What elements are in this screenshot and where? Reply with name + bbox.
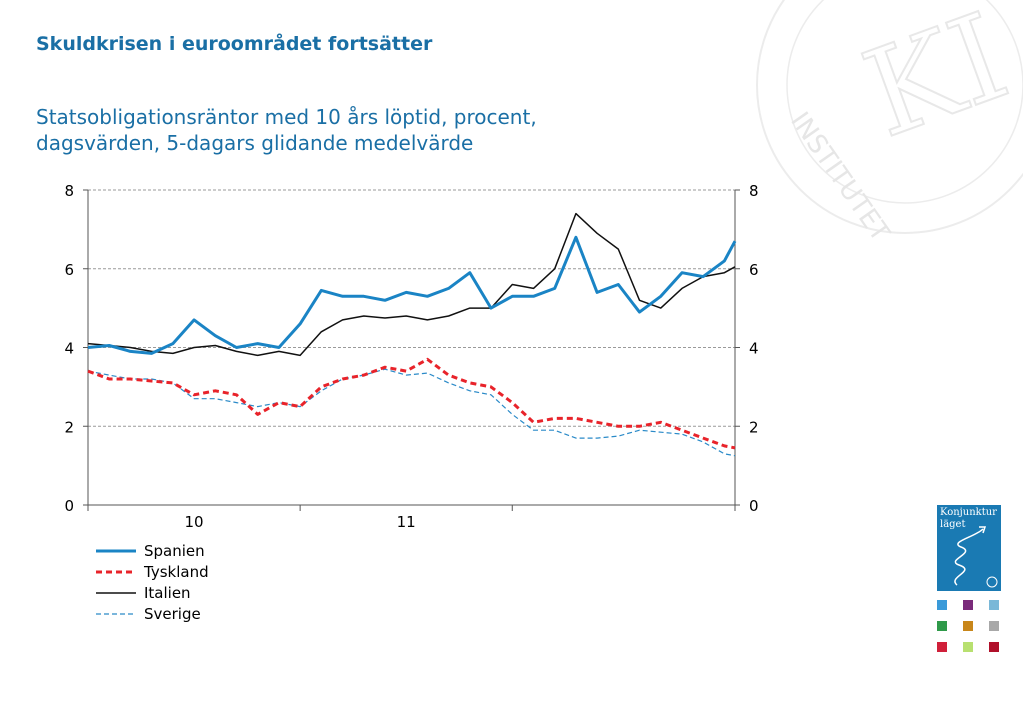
chart-axes: 0 0 2 2 4 4 6 6 8 8 10 11 [64, 182, 758, 531]
y-tick-label-left: 4 [64, 340, 74, 358]
series-line-spanien [87, 235, 737, 355]
color-tile [963, 600, 973, 610]
color-tile [937, 642, 947, 652]
legend-item-sverige: Sverige [96, 603, 209, 624]
chart-legend: Spanien Tyskland Italien Sverige [96, 540, 209, 624]
y-tick-label-right: 6 [749, 261, 759, 279]
subtitle-line-2: dagsvärden, 5-dagars glidande medelvärde [36, 131, 474, 155]
y-tick-label-left: 0 [64, 497, 74, 515]
watermark-letters: KI [848, 0, 1023, 165]
series-line-sverige [87, 368, 736, 457]
legend-swatch [96, 570, 136, 573]
legend-item-tyskland: Tyskland [96, 561, 209, 582]
x-tick-label: 10 [185, 513, 204, 531]
legend-label: Tyskland [144, 562, 209, 581]
color-tile [937, 621, 947, 631]
color-tile [989, 621, 999, 631]
series-line-italien [87, 212, 736, 357]
logo-text-line-1: Konjunktur [940, 507, 997, 518]
legend-item-italien: Italien [96, 582, 209, 603]
color-tile [989, 600, 999, 610]
y-tick-label-left: 8 [64, 182, 74, 200]
logo-text-line-2: läget [940, 519, 966, 530]
y-tick-label-right: 8 [749, 182, 759, 200]
color-tile [989, 642, 999, 652]
legend-swatch [96, 591, 136, 594]
legend-label: Spanien [144, 541, 205, 560]
logo-arrow-icon [954, 526, 998, 588]
legend-item-spanien: Spanien [96, 540, 209, 561]
y-tick-label-right: 0 [749, 497, 759, 515]
series-line-tyskland [87, 357, 736, 450]
watermark-outer-ring [756, 0, 1023, 234]
watermark-text: INSTITUTET [784, 107, 895, 247]
color-tile [963, 621, 973, 631]
chart-subtitle: Statsobligationsräntor med 10 års löptid… [36, 104, 696, 156]
color-tile [963, 642, 973, 652]
color-tile [937, 600, 947, 610]
legend-swatch [96, 612, 136, 615]
konjunkturlaget-logo: Konjunktur läget [937, 505, 1001, 591]
y-tick-label-right: 2 [749, 418, 759, 436]
legend-label: Sverige [144, 604, 201, 623]
legend-swatch [96, 549, 136, 552]
chart-series [87, 212, 737, 457]
y-tick-label-right: 4 [749, 340, 759, 358]
watermark-inner-ring [786, 0, 1023, 204]
page-title: Skuldkrisen i euroområdet fortsätter [36, 33, 433, 55]
y-tick-label-left: 2 [64, 418, 74, 436]
legend-label: Italien [144, 583, 191, 602]
subtitle-line-1: Statsobligationsräntor med 10 års löptid… [36, 105, 537, 129]
y-tick-label-left: 6 [64, 261, 74, 279]
x-tick-label: 11 [397, 513, 416, 531]
